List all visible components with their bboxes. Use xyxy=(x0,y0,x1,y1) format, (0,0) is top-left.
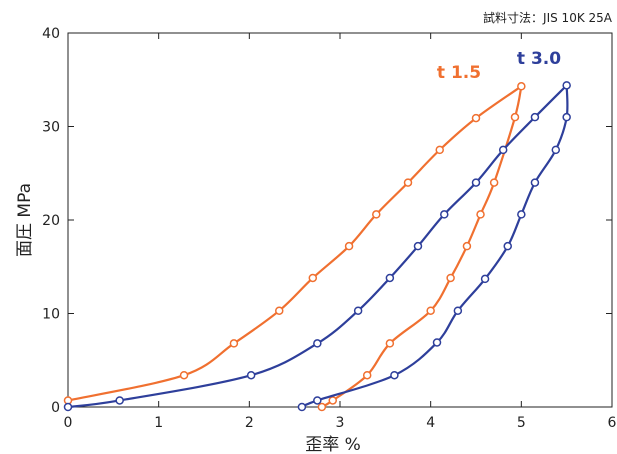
x-tick-label: 5 xyxy=(517,415,526,431)
data-point xyxy=(530,178,540,187)
x-tick-label: 0 xyxy=(64,415,73,431)
y-tick-label: 30 xyxy=(42,120,60,136)
data-point xyxy=(297,402,307,412)
x-tick-label: 6 xyxy=(608,415,617,431)
y-tick-label: 10 xyxy=(42,307,60,323)
data-point xyxy=(344,241,354,251)
x-tick-label: 2 xyxy=(245,415,254,431)
data-point xyxy=(480,274,490,284)
series-label: t 1.5 xyxy=(437,63,481,83)
x-axis-title: 歪率 % xyxy=(305,435,361,454)
series-label: t 3.0 xyxy=(517,49,561,69)
data-point xyxy=(562,112,571,122)
data-point xyxy=(413,241,423,251)
y-tick-label: 20 xyxy=(42,213,60,229)
data-point xyxy=(313,339,322,348)
data-point xyxy=(385,273,395,283)
data-point xyxy=(432,338,442,347)
data-point xyxy=(562,81,571,90)
data-point xyxy=(498,145,508,155)
data-point xyxy=(446,273,455,283)
y-tick-label: 0 xyxy=(51,400,60,416)
data-point xyxy=(115,396,124,405)
y-tick-label: 40 xyxy=(42,26,60,42)
data-point xyxy=(510,112,520,122)
data-point xyxy=(426,306,435,315)
series-t15: t 1.5 xyxy=(63,63,526,412)
data-point xyxy=(246,370,256,380)
data-point xyxy=(551,145,561,155)
data-point xyxy=(308,273,318,283)
data-point xyxy=(403,178,413,187)
data-point xyxy=(179,370,189,380)
data-point xyxy=(462,241,472,251)
data-point xyxy=(372,210,381,219)
data-point xyxy=(313,396,322,405)
data-point xyxy=(362,370,372,380)
data-point xyxy=(63,402,73,412)
data-point xyxy=(471,178,481,187)
data-point xyxy=(453,306,463,315)
data-point xyxy=(317,402,327,412)
data-point xyxy=(471,113,481,123)
x-tick-label: 3 xyxy=(336,415,345,431)
series-t30: t 3.0 xyxy=(63,49,571,412)
data-point xyxy=(229,339,239,348)
data-point xyxy=(530,112,540,122)
unloading-curve xyxy=(301,85,569,409)
y-axis-title: 面圧 MPa xyxy=(15,183,35,257)
data-point xyxy=(328,396,337,405)
data-point xyxy=(385,339,395,348)
data-point xyxy=(435,145,444,155)
data-point xyxy=(476,210,485,219)
data-point xyxy=(275,306,284,315)
loading-curve xyxy=(67,85,522,402)
data-point xyxy=(517,82,526,91)
loading-curve xyxy=(67,84,568,409)
data-point xyxy=(503,241,512,251)
x-tick-label: 1 xyxy=(154,415,163,431)
plot-frame xyxy=(67,32,613,408)
x-tick-label: 4 xyxy=(426,415,435,431)
specimen-note: 試料寸法：JIS 10K 25A xyxy=(483,10,613,25)
data-point xyxy=(440,210,449,219)
data-point xyxy=(353,306,363,315)
data-point xyxy=(517,210,526,219)
data-point xyxy=(489,178,499,187)
data-point xyxy=(390,370,399,380)
